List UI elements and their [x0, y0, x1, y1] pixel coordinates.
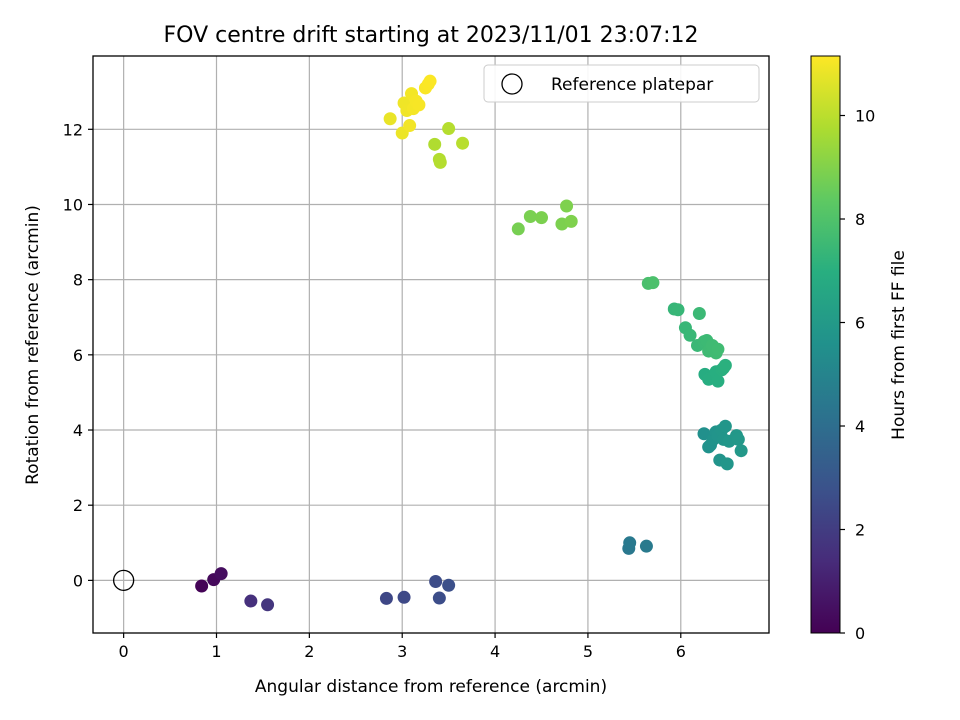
- reference-marker: [112, 569, 135, 592]
- y-tick-label: 12: [63, 120, 83, 139]
- y-tick-label: 4: [73, 421, 83, 440]
- data-point: [456, 136, 470, 150]
- y-tick-label: 2: [73, 496, 83, 515]
- x-axis-label: Angular distance from reference (arcmin): [255, 677, 607, 697]
- data-point: [683, 328, 697, 342]
- y-tick-label: 8: [73, 271, 83, 290]
- legend-label: Reference platepar: [551, 75, 713, 95]
- data-point: [718, 358, 732, 372]
- data-point: [646, 276, 660, 290]
- data-point: [511, 222, 525, 236]
- colorbar-tick-label: 8: [855, 210, 865, 229]
- data-point: [623, 536, 637, 550]
- y-tick-label: 0: [73, 571, 83, 590]
- data-point: [639, 539, 653, 553]
- data-point: [734, 444, 748, 458]
- x-tick-label: 2: [304, 642, 314, 661]
- reference-point: [112, 569, 135, 592]
- data-point: [523, 210, 537, 224]
- colorbar-tick-label: 0: [855, 624, 865, 643]
- x-tick-label: 3: [397, 642, 407, 661]
- x-tick-label: 0: [119, 642, 129, 661]
- data-points: [195, 74, 748, 612]
- colorbar-label: Hours from first FF file: [889, 250, 909, 440]
- data-point: [692, 306, 706, 320]
- grid-lines: [93, 56, 769, 633]
- colorbar: 0 2 4 6 8 10 Hours from first FF file: [810, 55, 909, 643]
- colorbar-tick-label: 2: [855, 521, 865, 540]
- plot-frame: [92, 55, 770, 634]
- x-axis-ticks: 0 1 2 3 4 5 6: [119, 633, 686, 661]
- y-axis-label: Rotation from reference (arcmin): [23, 205, 43, 485]
- colorbar-tick-label: 4: [855, 417, 865, 436]
- data-point: [379, 591, 393, 605]
- colorbar-tick-label: 10: [855, 107, 875, 126]
- data-point: [412, 98, 426, 112]
- y-tick-label: 6: [73, 346, 83, 365]
- legend-box: [483, 64, 760, 103]
- legend-open-circle-icon: [501, 73, 523, 95]
- legend: Reference platepar: [483, 64, 760, 103]
- data-point: [711, 374, 725, 388]
- data-point: [397, 590, 411, 604]
- data-point: [671, 303, 685, 317]
- data-point: [432, 591, 446, 605]
- data-point: [560, 199, 574, 213]
- x-tick-label: 5: [583, 642, 593, 661]
- data-point: [711, 342, 725, 356]
- x-tick-label: 6: [676, 642, 686, 661]
- data-point: [442, 578, 456, 592]
- colorbar-ticks: 0 2 4 6 8 10: [840, 107, 875, 643]
- data-point: [429, 575, 443, 589]
- x-tick-label: 4: [490, 642, 500, 661]
- data-point: [428, 137, 442, 151]
- data-point: [195, 579, 209, 593]
- data-point: [442, 122, 456, 136]
- data-point: [261, 598, 275, 612]
- data-point: [433, 155, 447, 169]
- x-tick-label: 1: [211, 642, 221, 661]
- colorbar-gradient: [810, 55, 841, 634]
- data-point: [244, 594, 258, 608]
- data-point: [718, 419, 732, 433]
- data-point: [720, 457, 734, 471]
- y-axis-ticks: 0 2 4 6 8 10 12: [63, 120, 93, 590]
- data-point: [403, 119, 417, 133]
- data-point: [383, 112, 397, 126]
- data-point: [564, 214, 578, 228]
- data-point: [535, 211, 548, 225]
- data-point: [423, 74, 437, 88]
- data-point: [731, 432, 745, 446]
- colorbar-tick-label: 6: [855, 314, 865, 333]
- y-tick-label: 10: [63, 195, 83, 214]
- chart-title: FOV centre drift starting at 2023/11/01 …: [164, 23, 699, 48]
- data-point: [214, 567, 228, 581]
